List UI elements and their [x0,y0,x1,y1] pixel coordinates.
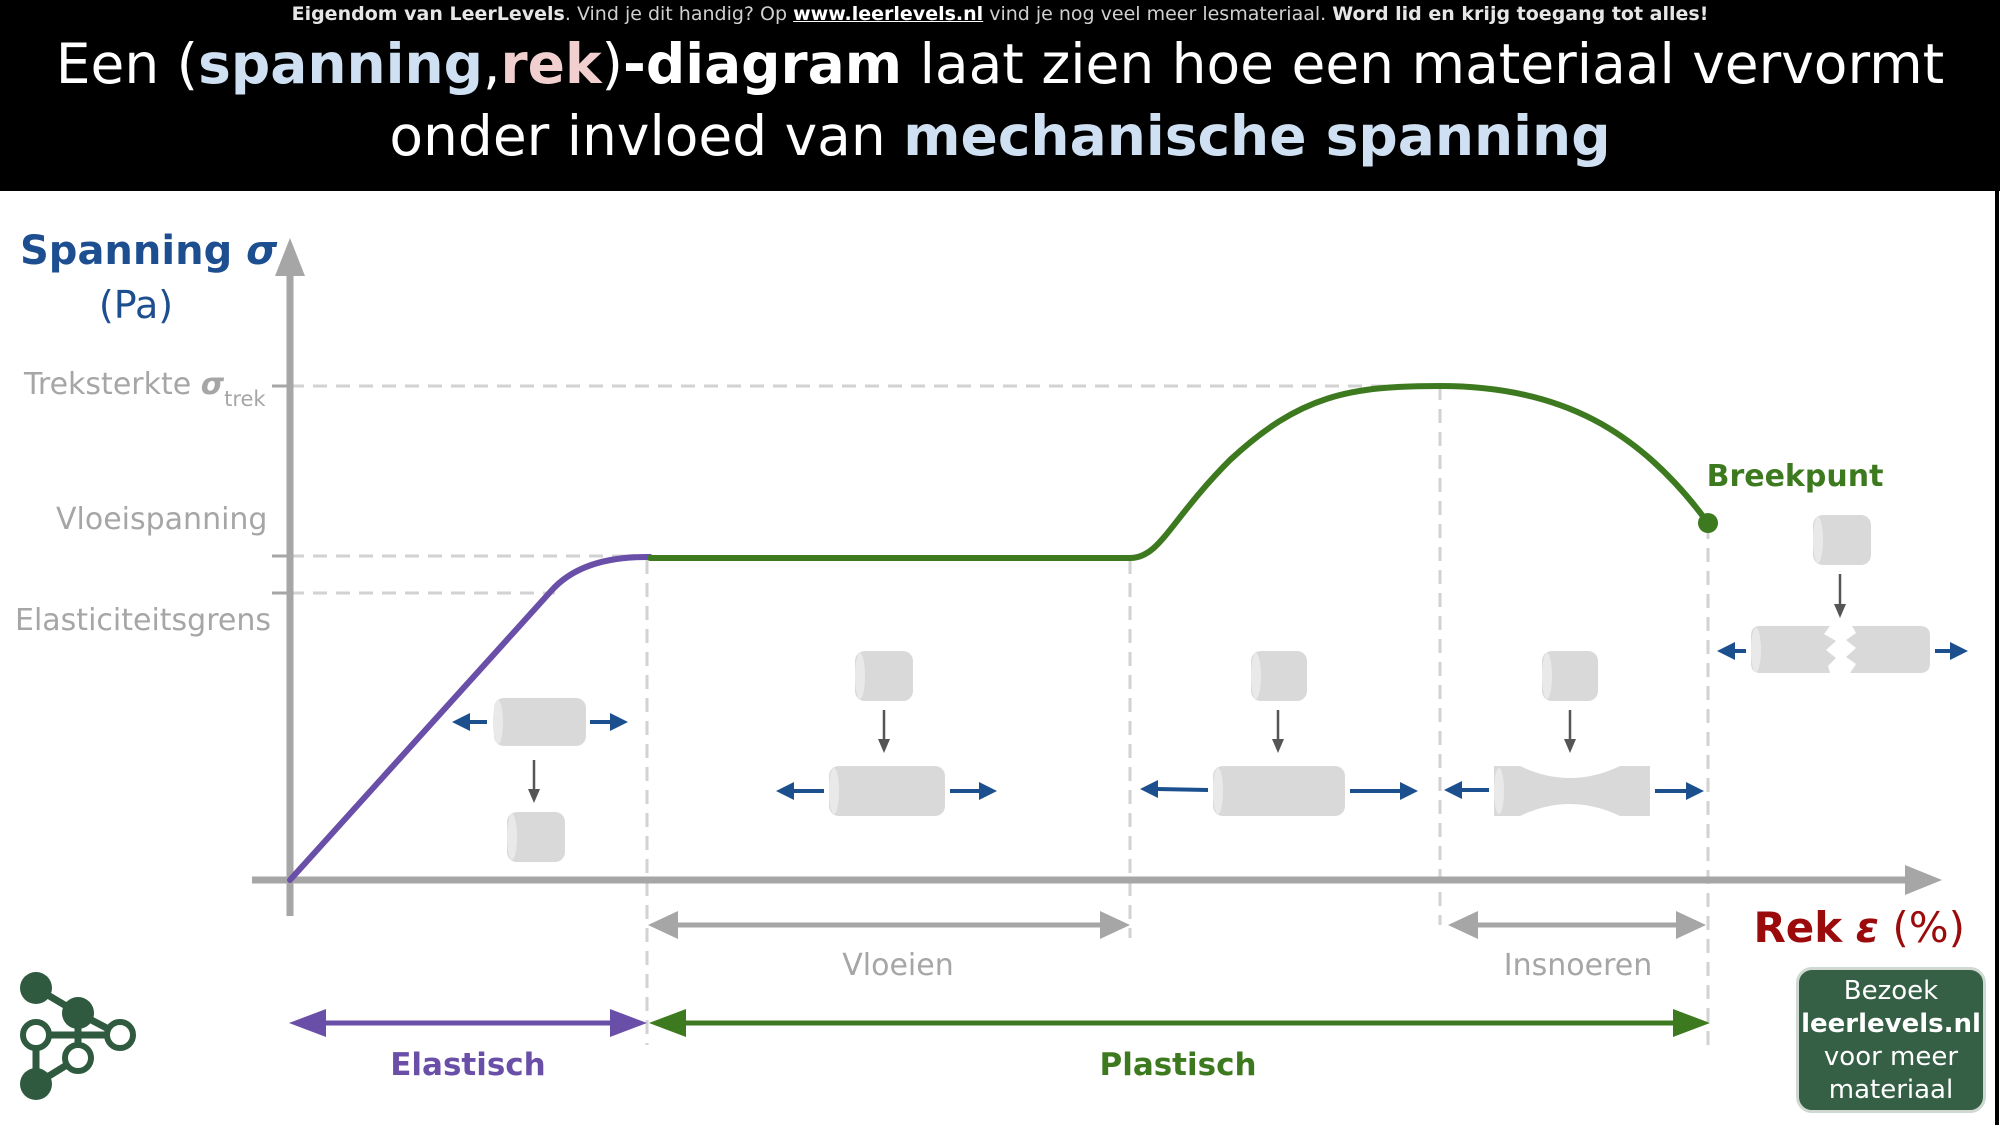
treksterkte-subscript: trek [224,387,266,411]
ownership-notice: Eigendom van LeerLevels. Vind je dit han… [0,2,2000,26]
fracture-down-arrowhead [1834,604,1846,618]
vloeien-range-arrow [648,911,1130,939]
notice-text-a: . Vind je dit handig? Op [564,3,794,25]
specimen-elastic [452,698,628,862]
necking-bar-body [1494,766,1650,816]
y-axis-unit: (Pa) [99,283,173,327]
logo-node-5 [62,1042,94,1074]
insnoeren-range-arrow [1448,911,1706,939]
vloeien-pull-arrows [776,782,997,800]
vloeien-original-bar [855,651,913,701]
necking-pull-arrows [1444,781,1704,800]
plastic-curve [647,382,1711,561]
elastisch-label: Elastisch [390,1047,546,1083]
page-title: Een (spanning,rek)-diagram laat zien hoe… [0,28,2000,172]
hardening-original-face [1251,653,1261,699]
elastic-restored-face [507,814,517,860]
hardening-down-arrowhead [1272,739,1284,753]
vloeispanning-label: Vloeispanning [56,502,267,537]
hardening-original-bar [1251,651,1307,701]
breekpunt-label: Breekpunt [1707,459,1884,494]
elastic-pull-arrows [452,713,628,731]
logo-node-6 [20,1068,52,1100]
vloeien-stretched-face [829,768,839,814]
fracture-left-face [1751,628,1761,672]
specimen-necking [1444,651,1704,816]
title-spanning: spanning [198,32,484,96]
notice-text-b: vind je nog veel meer lesmateriaal. [983,3,1333,25]
specimen-vloeien [776,651,997,816]
y-axis-label: Spanning σ [20,228,278,274]
title-part-2: ) [601,32,624,96]
elasticiteitsgrens-label: Elasticiteitsgrens [15,603,271,638]
treksterkte-symbol: σ [201,367,225,402]
insnoeren-label: Insnoeren [1504,948,1652,983]
title-part-3: laat zien hoe een materiaal vervormt [902,32,1945,96]
necking-bar-face [1494,768,1504,814]
promo-line-1: Bezoek [1843,976,1939,1006]
leerlevels-logo [20,972,136,1100]
logo-node-1 [20,972,52,1004]
treksterkte-label: Treksterkte σtrek [23,367,266,411]
vloeien-stretched-bar [829,766,945,816]
promo-line-2: leerlevels.nl [1801,1009,1981,1039]
plastisch-label: Plastisch [1099,1047,1256,1083]
x-axis-label-text: Rek [1753,903,1843,952]
breekpunt-dot [1698,513,1718,533]
hardening-pull-arrows [1140,780,1418,800]
y-axis-label-text: Spanning [20,228,232,274]
logo-node-4 [104,1019,136,1051]
necking-neck-cutout [1520,766,1620,816]
specimen-fracture [1717,515,1968,673]
elastic-curve [287,553,653,883]
y-axis-arrowhead [275,238,305,276]
hardening-stretched-bar [1213,766,1345,816]
elastic-bar-face [493,700,503,744]
x-axis-symbol: ε [1856,903,1879,952]
visit-leerlevels-button[interactable]: Bezoek leerlevels.nl voor meer materiaal [1796,967,1986,1113]
fracture-right-piece [1846,626,1930,673]
specimen-hardening [1140,651,1418,816]
logo-node-3 [20,1019,52,1051]
title-rek: rek [500,32,602,96]
notice-cta[interactable]: Word lid en krijg toegang tot alles! [1332,3,1709,25]
fracture-original-bar [1813,515,1871,565]
fracture-left-piece [1751,626,1836,673]
title-mechanische-spanning: mechanische spanning [903,104,1611,168]
vloeien-down-arrowhead [878,739,890,753]
title-comma: , [483,32,501,96]
necking-original-bar [1542,651,1598,701]
title-part-4: onder invloed van [389,104,904,168]
promo-line-4: materiaal [1828,1075,1954,1105]
promo-line-3: voor meer [1823,1042,1959,1072]
reference-lines [290,384,1710,1045]
header-banner: Eigendom van LeerLevels. Vind je dit han… [0,0,2000,191]
treksterkte-text: Treksterkte [23,367,201,402]
hardening-stretched-face [1213,768,1223,814]
elastic-down-arrowhead [528,789,540,803]
fracture-pull-arrows [1717,642,1968,660]
vloeien-label: Vloeien [842,948,953,983]
x-axis-arrowhead [1905,865,1942,895]
elastisch-range-arrow [289,1009,647,1037]
notice-owner: Eigendom van LeerLevels [291,3,565,25]
y-axis-symbol: σ [246,228,278,274]
logo-node-2 [62,997,94,1029]
elastic-stretched-bar [494,698,586,746]
necking-original-face [1542,653,1552,699]
axes [252,238,1942,916]
elastic-restored-bar [507,812,565,862]
x-axis-label: Rek ε (%) [1753,903,1965,952]
notice-link[interactable]: www.leerlevels.nl [793,3,984,25]
fracture-original-face [1813,517,1823,563]
title-diagram: -diagram [623,32,903,96]
vloeien-original-face [855,653,865,699]
title-part-1: Een ( [55,32,199,96]
necking-down-arrowhead [1564,739,1576,753]
plastisch-range-arrow [649,1009,1710,1037]
x-axis-unit: (%) [1892,903,1965,952]
